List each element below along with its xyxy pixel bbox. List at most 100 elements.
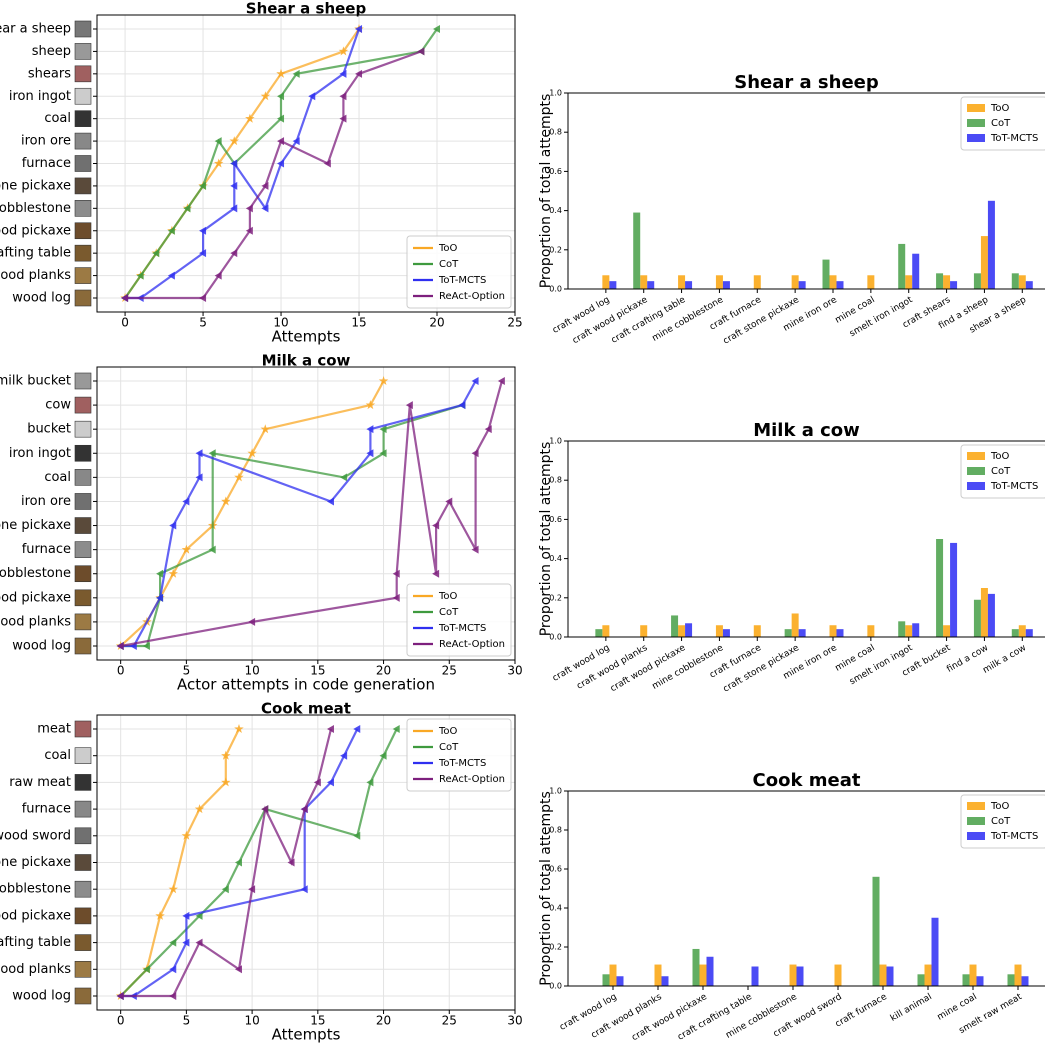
item-icon (74, 589, 92, 607)
bar (1011, 629, 1019, 637)
y-tick-label: iron ore (21, 134, 71, 149)
series-line (120, 728, 333, 998)
series-marker (323, 159, 331, 168)
series-marker (245, 226, 253, 235)
item-icon (74, 289, 92, 307)
item-icon (74, 493, 92, 510)
series-marker (277, 114, 285, 123)
series-marker (181, 830, 192, 840)
legend-box (406, 583, 512, 657)
x-tick-label: 0 (117, 1014, 125, 1028)
bar (685, 281, 693, 289)
series-marker (340, 751, 348, 760)
chart-title: Shear a sheep (734, 72, 879, 93)
legend-box (406, 235, 512, 309)
bar (917, 974, 925, 986)
item-icon (74, 177, 92, 195)
series-marker (339, 114, 347, 123)
y-tick-label: bucket (27, 422, 71, 437)
series-marker (181, 544, 192, 554)
series-marker (213, 158, 224, 168)
bar (798, 281, 806, 289)
bar (784, 629, 792, 637)
y-tick-label: cow (45, 398, 71, 413)
series-marker (379, 751, 387, 760)
series-marker (199, 226, 207, 235)
y-tick-label: wood pickaxe (0, 908, 71, 923)
series-marker (338, 46, 349, 56)
plot-frame (96, 14, 516, 313)
legend-swatch (967, 832, 985, 840)
series-marker (355, 25, 363, 33)
bar (798, 629, 806, 637)
bar (722, 629, 730, 637)
series-marker (167, 226, 175, 235)
bar (1011, 273, 1019, 289)
series-line (120, 380, 503, 648)
legend-label: ReAct-Option (439, 291, 505, 302)
bar (822, 259, 830, 289)
item-icon (74, 244, 92, 262)
y-tick-label: 0.8 (549, 128, 562, 137)
series-marker (121, 294, 129, 302)
y-tick-label: furnace (22, 802, 71, 817)
series-marker (261, 181, 269, 190)
x-tick-label: 15 (310, 1014, 325, 1028)
legend-label: ToT-MCTS (990, 133, 1038, 144)
legend-box (406, 718, 512, 792)
item-icon (74, 960, 92, 978)
x-tick-label: 30 (507, 1014, 522, 1028)
series-marker (366, 425, 374, 434)
series-marker (168, 884, 178, 894)
item-icon (74, 267, 92, 284)
bar (905, 625, 913, 637)
y-tick-label: 0.4 (549, 904, 562, 913)
item-icon (74, 132, 92, 150)
y-tick-label: crafting table (0, 935, 71, 950)
item-icon (74, 87, 92, 105)
y-tick-label: 0.0 (549, 285, 562, 294)
legend-label: ToO (438, 243, 458, 254)
series-marker (152, 249, 160, 258)
series-marker (142, 642, 150, 650)
y-tick-label: 0.4 (549, 206, 562, 215)
series-marker (234, 965, 242, 974)
series-marker (326, 778, 334, 787)
series-marker (433, 25, 441, 33)
plot-frame (96, 366, 516, 661)
chart-title: Milk a cow (753, 420, 860, 441)
x-tick-label: 20 (376, 1014, 391, 1028)
bar (654, 964, 662, 986)
bar (980, 588, 988, 637)
bar (973, 599, 981, 637)
series-marker (379, 425, 387, 434)
x-tick-label: 10 (244, 1014, 259, 1028)
bar (640, 625, 648, 637)
bar (834, 964, 842, 986)
series-marker (230, 181, 238, 190)
series-marker (392, 593, 400, 602)
series-marker (221, 777, 231, 787)
series-marker (169, 992, 177, 1000)
bar (924, 964, 932, 986)
y-tick-label: 0.6 (549, 865, 562, 874)
bar (616, 976, 624, 986)
legend-swatch (967, 134, 985, 142)
y-tick-label: wood log (12, 639, 71, 654)
chart-title: Cook meat (261, 700, 351, 718)
series-marker (261, 204, 269, 213)
y-tick-label: shear a sheep (0, 22, 71, 37)
y-tick-label: cobblestone (0, 882, 71, 897)
legend-swatch (967, 119, 985, 127)
bar (692, 948, 700, 986)
series-line (125, 28, 361, 300)
series-marker (339, 69, 347, 78)
y-tick-label: 0.4 (549, 554, 562, 563)
x-tick-label: milk a cow (981, 643, 1028, 676)
item-icon (74, 396, 92, 414)
y-tick-label: 0.2 (549, 943, 562, 952)
series-marker (208, 545, 216, 554)
x-tick-label: 5 (199, 316, 207, 330)
series-marker (484, 425, 492, 434)
bar (789, 964, 797, 986)
